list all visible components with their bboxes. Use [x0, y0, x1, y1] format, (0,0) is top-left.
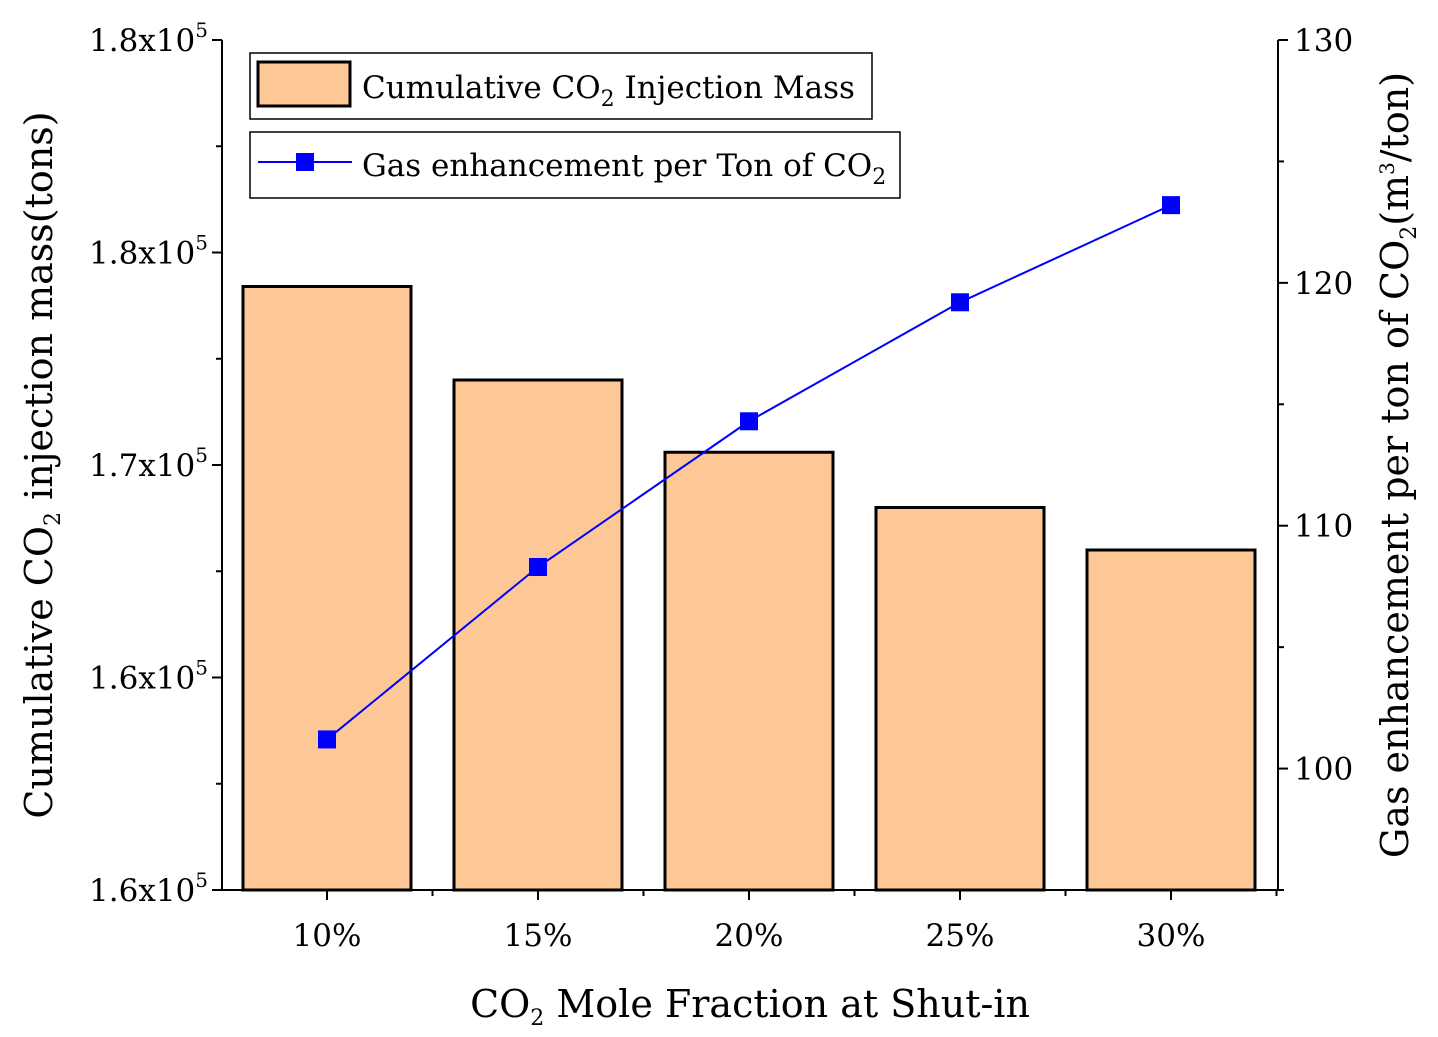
- line-point-2: [740, 412, 758, 431]
- left-tick-label-1: 1.6x105: [89, 656, 208, 697]
- left-tick-label-4: 1.8x105: [89, 18, 208, 59]
- line-point-0: [318, 730, 336, 749]
- left-tick-label-3: 1.8x105: [89, 231, 208, 272]
- x-tick-label-3: 25%: [926, 918, 995, 954]
- left-axis-title: Cumulative CO2 injection mass(tons): [17, 111, 66, 818]
- left-tick-label-2: 1.7x105: [89, 443, 208, 484]
- x-tick-label-0: 10%: [293, 918, 362, 954]
- bar-2: [663, 450, 835, 892]
- line-point-1: [529, 558, 547, 576]
- right-axis-title: Gas enhancement per ton of CO2(m3/ton): [1373, 72, 1422, 858]
- right-tick-label-0: 100: [1294, 752, 1353, 788]
- x-tick-label-1: 15%: [504, 918, 573, 954]
- line-point-3: [951, 293, 969, 312]
- legend-swatch-bar: [256, 60, 352, 108]
- axes-layer: 1.6x105 1.6x105 1.7x105 1.8x105 1.8x105 100 11…: [89, 18, 1353, 954]
- x-tick-label-4: 30%: [1137, 918, 1206, 954]
- right-tick-label-1: 110: [1294, 509, 1353, 545]
- line-layer: [318, 196, 1180, 749]
- left-tick-label-0: 1.6x105: [89, 868, 208, 909]
- legend: Cumulative CO2 Injection Mass Gas enhanc…: [249, 52, 901, 199]
- right-tick-label-2: 120: [1294, 266, 1353, 302]
- bar-0: [241, 285, 413, 892]
- bar-4: [1085, 548, 1257, 892]
- x-axis-title: CO2 Mole Fraction at Shut-in: [470, 982, 1030, 1031]
- bar-3: [874, 506, 1046, 892]
- line-point-4: [1162, 196, 1180, 215]
- legend-box-line: [249, 131, 901, 199]
- right-tick-label-3: 130: [1294, 23, 1353, 59]
- legend-label-line: Gas enhancement per Ton of CO2: [362, 148, 886, 190]
- legend-box-bar: [249, 52, 873, 120]
- bar-1: [452, 378, 624, 892]
- legend-swatch-marker: [296, 153, 314, 171]
- legend-label-bar: Cumulative CO2 Injection Mass: [362, 70, 855, 112]
- x-tick-label-2: 20%: [715, 918, 784, 954]
- bars-layer: [241, 285, 1257, 892]
